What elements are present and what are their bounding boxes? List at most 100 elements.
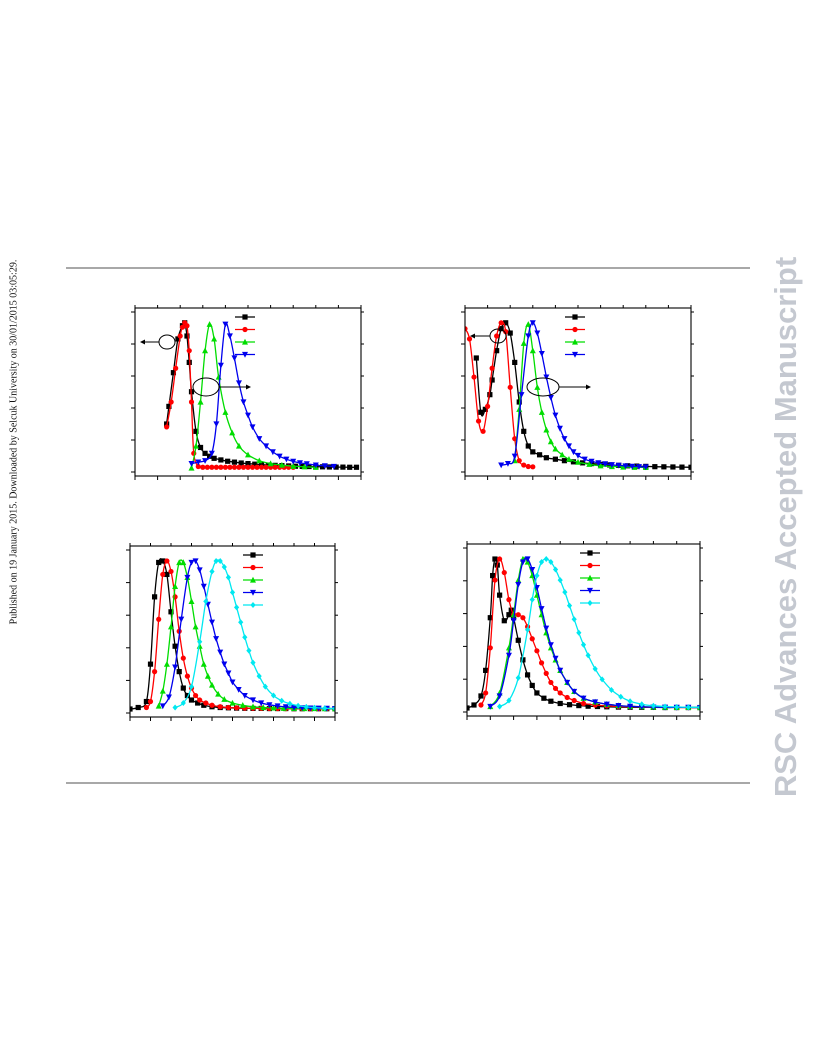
data-point <box>636 464 643 470</box>
data-point <box>197 697 203 703</box>
data-point <box>278 461 285 468</box>
data-point <box>512 359 518 365</box>
data-point <box>238 619 244 626</box>
data-point <box>597 462 604 469</box>
data-point <box>580 641 587 648</box>
data-point <box>235 686 242 693</box>
data-point <box>332 705 335 712</box>
series-line-1 <box>475 322 691 468</box>
data-point <box>507 330 513 336</box>
data-point <box>175 336 181 342</box>
data-point <box>618 693 624 700</box>
legend <box>235 314 255 358</box>
series-line-2 <box>165 321 294 469</box>
data-point <box>168 623 174 630</box>
data-point <box>536 452 543 458</box>
data-point <box>217 649 224 656</box>
data-point <box>188 399 195 405</box>
data-point <box>547 642 554 648</box>
legend-marker-1 <box>572 314 578 320</box>
data-point <box>494 333 500 339</box>
data-point <box>280 705 287 711</box>
data-point <box>503 320 509 326</box>
data-point <box>515 612 521 618</box>
data-point <box>209 464 215 470</box>
data-point <box>213 421 220 428</box>
data-point <box>571 616 577 623</box>
series-layer <box>467 555 700 711</box>
legend-marker-3 <box>572 338 578 345</box>
axis-ticks <box>461 305 694 480</box>
data-point <box>498 326 504 332</box>
data-point <box>263 464 269 470</box>
data-point <box>213 636 220 642</box>
data-point <box>186 348 192 354</box>
data-point <box>497 703 503 710</box>
data-point <box>282 704 289 711</box>
data-point <box>254 464 260 470</box>
data-point <box>156 616 162 622</box>
data-point <box>303 703 309 710</box>
data-point <box>235 442 242 449</box>
data-point <box>209 702 215 708</box>
data-point <box>529 566 536 573</box>
data-point <box>575 458 581 465</box>
annotation-ellipse <box>192 377 220 397</box>
data-point <box>195 459 202 466</box>
data-point <box>471 374 477 380</box>
data-point <box>576 629 582 636</box>
data-point <box>184 574 191 581</box>
data-point <box>260 704 267 711</box>
data-point <box>222 464 228 470</box>
data-point <box>193 442 200 449</box>
data-point <box>193 692 199 699</box>
data-point <box>184 692 190 699</box>
data-point <box>176 669 182 675</box>
data-point <box>241 692 248 699</box>
data-point <box>177 333 183 339</box>
data-point <box>552 456 558 462</box>
data-point <box>202 347 209 354</box>
data-point <box>538 409 545 415</box>
data-point <box>163 660 170 667</box>
data-point <box>283 456 290 463</box>
data-point <box>188 598 195 604</box>
data-point <box>159 687 166 694</box>
data-point <box>478 693 484 699</box>
data-point <box>557 577 563 584</box>
data-point <box>225 458 231 464</box>
data-point <box>290 463 297 469</box>
data-point <box>263 443 270 450</box>
data-point <box>229 699 236 706</box>
data-point <box>245 412 251 419</box>
data-point <box>156 559 162 566</box>
data-point <box>480 428 486 434</box>
data-point <box>594 703 601 710</box>
data-point <box>168 609 174 615</box>
data-point <box>239 702 246 708</box>
data-point <box>217 362 224 369</box>
legend-marker-5 <box>250 602 256 608</box>
data-point <box>603 701 610 708</box>
data-point <box>217 557 223 564</box>
data-point <box>490 572 496 579</box>
data-point <box>557 690 563 696</box>
data-point <box>478 409 484 415</box>
data-point <box>234 604 240 611</box>
data-point <box>170 370 177 376</box>
data-point <box>520 657 526 663</box>
data-point <box>471 702 477 708</box>
data-point <box>221 661 228 668</box>
data-point <box>529 682 535 689</box>
data-point <box>670 464 676 470</box>
legend-marker-3 <box>587 574 593 581</box>
data-point <box>200 464 206 470</box>
data-point <box>211 335 218 342</box>
annotation-callout <box>192 377 251 397</box>
data-point <box>272 464 278 470</box>
data-point <box>478 702 484 708</box>
data-point <box>290 458 297 465</box>
data-point <box>240 464 247 470</box>
data-point <box>164 424 170 430</box>
data-point <box>236 464 242 470</box>
